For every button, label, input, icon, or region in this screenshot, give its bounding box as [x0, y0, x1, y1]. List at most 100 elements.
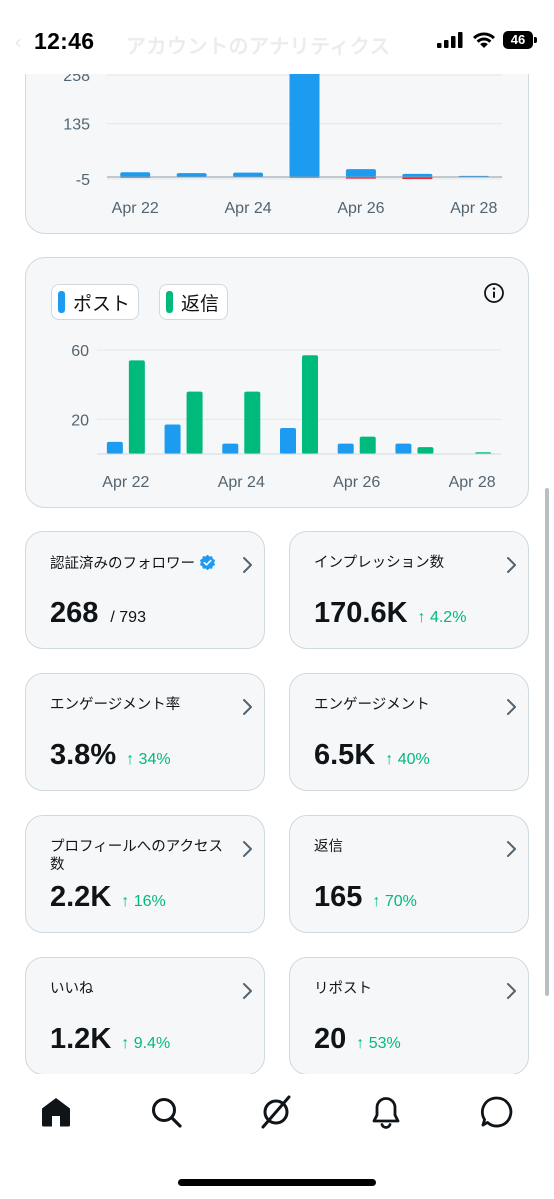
bar-negative[interactable] — [345, 177, 376, 179]
metric-tile[interactable]: リポスト 20 ↑ 53% — [289, 957, 529, 1075]
back-arrow-icon[interactable]: ‹ — [14, 30, 22, 54]
bar-posts[interactable] — [337, 443, 354, 454]
search-icon[interactable] — [148, 1094, 184, 1130]
bar-positive[interactable] — [345, 169, 376, 178]
metric-total: / 793 — [110, 609, 146, 626]
chevron-right-icon[interactable] — [240, 840, 254, 858]
bar-posts[interactable] — [106, 441, 123, 454]
wifi-icon — [473, 32, 495, 48]
metric-label: 認証済みのフォロワー — [50, 554, 230, 573]
metric-tile[interactable]: エンゲージメント率 3.8% ↑ 34% — [25, 673, 265, 791]
metric-value-row: 2.2K ↑ 16% — [50, 881, 166, 914]
y-tick-label: -5 — [76, 172, 90, 189]
bar-replies[interactable] — [417, 447, 434, 454]
x-tick-label: Apr 24 — [225, 200, 272, 217]
metric-label-text: エンゲージメント — [314, 697, 430, 713]
bottom-nav — [0, 1074, 554, 1199]
metric-value: 1.2K — [50, 1023, 112, 1055]
metric-tile[interactable]: プロフィールへのアクセス数 2.2K ↑ 16% — [25, 815, 265, 933]
metric-label-text: リポスト — [314, 981, 372, 997]
metric-value-row: 3.8% ↑ 34% — [50, 739, 171, 772]
metric-label: プロフィールへのアクセス数 — [50, 838, 230, 874]
metric-value: 268 — [50, 597, 99, 629]
bar-positive[interactable] — [120, 172, 151, 178]
posts-replies-chart-card: ポスト 返信 60 20 Apr 22 Apr 24 Apr 26 Apr 28 — [25, 257, 529, 508]
metric-change: ↑ 16% — [121, 893, 166, 910]
x-tick-label: Apr 28 — [450, 200, 497, 217]
legend-posts[interactable]: ポスト — [51, 284, 140, 320]
posts-replies-chart: 60 20 Apr 22 Apr 24 Apr 26 Apr 28 — [71, 343, 501, 491]
metric-value: 170.6K — [314, 597, 408, 629]
metric-value: 6.5K — [314, 739, 376, 771]
metric-value-row: 165 ↑ 70% — [314, 881, 417, 914]
metric-label: 返信 — [314, 838, 494, 856]
metric-value: 165 — [314, 881, 363, 913]
metric-label: エンゲージメント率 — [50, 696, 230, 714]
metric-tile[interactable]: いいね 1.2K ↑ 9.4% — [25, 957, 265, 1075]
metric-value-row: 170.6K ↑ 4.2% — [314, 597, 466, 630]
bar-replies[interactable] — [359, 436, 376, 454]
metric-label-text: インプレッション数 — [314, 555, 445, 571]
bar-positive[interactable] — [233, 172, 264, 178]
metric-label-text: 返信 — [314, 839, 343, 855]
metric-value: 3.8% — [50, 739, 117, 771]
messages-icon[interactable] — [479, 1094, 515, 1130]
legend-posts-label: ポスト — [73, 292, 131, 315]
metric-change: ↑ 4.2% — [417, 609, 467, 626]
notifications-icon[interactable] — [368, 1094, 404, 1130]
metric-tile[interactable]: 返信 165 ↑ 70% — [289, 815, 529, 933]
metric-value-row: 1.2K ↑ 9.4% — [50, 1023, 170, 1056]
bar-posts[interactable] — [164, 424, 181, 454]
bar-replies[interactable] — [128, 360, 145, 454]
chevron-right-icon[interactable] — [504, 556, 518, 574]
x-tick-label: Apr 24 — [218, 474, 265, 491]
metric-value: 20 — [314, 1023, 347, 1055]
bar-positive[interactable] — [402, 173, 433, 178]
verified-badge-icon — [199, 554, 216, 571]
metric-label: インプレッション数 — [314, 554, 494, 572]
metric-tile[interactable]: 認証済みのフォロワー 268 / 793 — [25, 531, 265, 649]
bar-posts[interactable] — [280, 428, 296, 454]
bar-posts[interactable] — [222, 443, 239, 454]
x-tick-label: Apr 22 — [102, 474, 149, 491]
y-tick-label: 135 — [63, 117, 90, 134]
metric-label: いいね — [50, 980, 230, 998]
chevron-right-icon[interactable] — [504, 840, 518, 858]
bar-positive[interactable] — [176, 173, 207, 178]
grok-icon[interactable] — [258, 1094, 294, 1130]
home-indicator[interactable] — [178, 1179, 376, 1186]
bar-positive[interactable] — [289, 70, 320, 178]
battery-icon: 46 — [503, 31, 537, 49]
bar-replies[interactable] — [244, 391, 261, 454]
metric-change: ↑ 53% — [356, 1035, 401, 1052]
battery-level: 46 — [503, 31, 533, 49]
bar-replies[interactable] — [302, 355, 318, 454]
y-tick-label: 20 — [71, 412, 89, 429]
x-tick-label: Apr 26 — [337, 200, 384, 217]
metric-label: リポスト — [314, 980, 494, 998]
chevron-right-icon[interactable] — [240, 698, 254, 716]
metric-tile[interactable]: インプレッション数 170.6K ↑ 4.2% — [289, 531, 529, 649]
signal-icon — [437, 32, 463, 48]
legend-replies-label: 返信 — [181, 292, 220, 315]
metric-change: ↑ 70% — [372, 893, 417, 910]
chevron-right-icon[interactable] — [504, 698, 518, 716]
chevron-right-icon[interactable] — [240, 556, 254, 574]
metric-tile[interactable]: エンゲージメント 6.5K ↑ 40% — [289, 673, 529, 791]
metric-label-text: 認証済みのフォロワー — [50, 556, 195, 572]
scrollbar[interactable] — [545, 488, 549, 996]
chevron-right-icon[interactable] — [504, 982, 518, 1000]
chevron-right-icon[interactable] — [240, 982, 254, 1000]
bar-posts[interactable] — [395, 443, 412, 454]
metric-label: エンゲージメント — [314, 696, 494, 714]
bar-negative[interactable] — [402, 177, 433, 179]
metric-change: ↑ 34% — [126, 751, 171, 768]
metric-change: ↑ 40% — [385, 751, 430, 768]
status-bar: ‹ アカウントのアナリティクス 12:46 46 — [0, 0, 554, 74]
bar-replies[interactable] — [186, 391, 203, 454]
home-icon[interactable] — [38, 1094, 74, 1130]
x-tick-label: Apr 28 — [449, 474, 496, 491]
legend-replies[interactable]: 返信 — [159, 284, 229, 320]
info-icon[interactable] — [483, 282, 505, 304]
metric-value-row: 6.5K ↑ 40% — [314, 739, 430, 772]
